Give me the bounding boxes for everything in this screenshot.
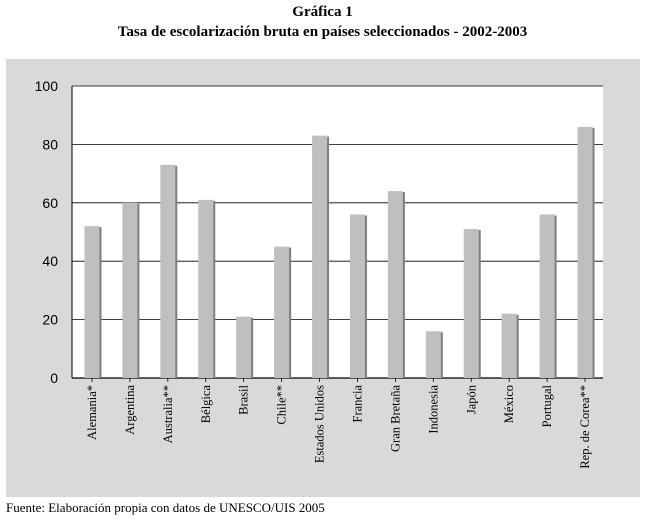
y-tick-label: 20 — [42, 312, 58, 328]
y-tick-label: 80 — [42, 136, 58, 152]
x-tick-label: Rep. de Corea** — [578, 385, 592, 469]
bar — [387, 191, 403, 378]
x-tick-label: Argentina — [123, 385, 137, 435]
x-tick-label: México — [502, 385, 516, 423]
plot-area — [72, 86, 603, 378]
x-tick-label: Australia** — [161, 385, 175, 443]
bar — [425, 331, 441, 378]
x-tick-label: Indonesia — [426, 385, 440, 434]
chart-title: Gráfica 1 — [292, 4, 353, 20]
x-tick-label: Brasil — [237, 384, 251, 414]
chart-subtitle: Tasa de escolarización bruta en países s… — [117, 24, 528, 40]
source-note: Fuente: Elaboración propia con datos de … — [6, 500, 325, 515]
bar — [349, 214, 365, 378]
bar — [539, 214, 555, 378]
y-tick-label: 0 — [50, 370, 58, 386]
bar — [501, 313, 517, 378]
y-tick-label: 40 — [42, 253, 58, 269]
bar — [577, 126, 593, 378]
x-tick-label: Chile** — [275, 385, 289, 425]
bar — [122, 202, 138, 378]
y-tick-label: 60 — [42, 195, 58, 211]
x-tick-label: Portugal — [540, 384, 554, 427]
bar — [463, 229, 479, 378]
bar — [312, 135, 328, 378]
bar — [84, 226, 100, 378]
x-tick-label: Gran Bretaña — [388, 385, 402, 452]
x-tick-label: Japón — [464, 384, 478, 414]
x-tick-label: Francia — [350, 385, 364, 423]
y-tick-label: 100 — [35, 78, 59, 94]
bar — [160, 164, 176, 378]
bar — [236, 316, 252, 378]
x-tick-label: Alemania* — [85, 385, 99, 440]
bar — [274, 246, 290, 378]
bar — [198, 199, 214, 378]
chart-title-block: Gráfica 1 Tasa de escolarización bruta e… — [0, 2, 645, 42]
x-tick-label: Bélgica — [199, 385, 213, 424]
x-tick-label: Estados Unidos — [313, 385, 327, 463]
